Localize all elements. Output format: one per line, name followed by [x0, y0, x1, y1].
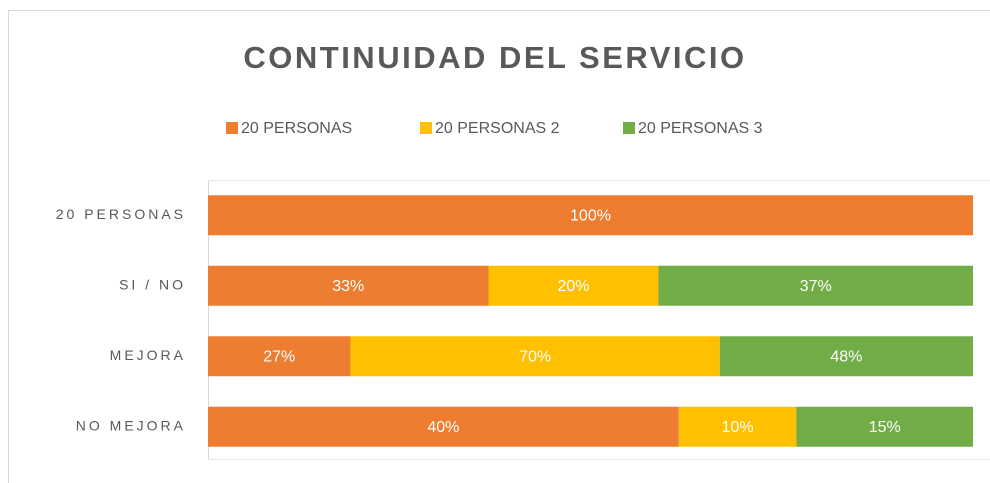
- data-label: 10%: [722, 419, 754, 436]
- data-label: 27%: [263, 348, 295, 365]
- bar-segment: [208, 195, 973, 236]
- bar-segment: [208, 406, 679, 447]
- data-label: 70%: [519, 348, 551, 365]
- data-label: 40%: [427, 419, 459, 436]
- bar-segment: [208, 336, 351, 377]
- bar-segment: [796, 406, 973, 447]
- bar-segment: [208, 265, 489, 306]
- legend-swatch: [226, 122, 238, 134]
- chart-title: CONTINUIDAD DEL SERVICIO: [243, 40, 746, 75]
- bar-segment: [719, 336, 973, 377]
- data-label: 48%: [830, 348, 862, 365]
- data-label: 100%: [570, 207, 611, 224]
- y-tick-label: NO MEJORA: [76, 417, 186, 433]
- data-label: 37%: [800, 278, 832, 295]
- y-tick-label: 20 PERSONAS: [56, 206, 186, 222]
- legend-label: 20 PERSONAS: [241, 120, 352, 137]
- bar-segment: [658, 265, 973, 306]
- y-tick-label: MEJORA: [110, 347, 186, 363]
- legend-label: 20 PERSONAS 2: [435, 120, 560, 137]
- data-label: 20%: [557, 278, 589, 295]
- y-tick-label: SI / NO: [119, 276, 186, 292]
- legend-swatch: [623, 122, 635, 134]
- chart-border: [8, 10, 990, 483]
- legend-label: 20 PERSONAS 3: [638, 120, 763, 137]
- bar-segment: [678, 406, 797, 447]
- data-label: 15%: [869, 419, 901, 436]
- bar-segment: [350, 336, 720, 377]
- legend-swatch: [420, 122, 432, 134]
- data-label: 33%: [332, 278, 364, 295]
- bar-segment: [488, 265, 659, 306]
